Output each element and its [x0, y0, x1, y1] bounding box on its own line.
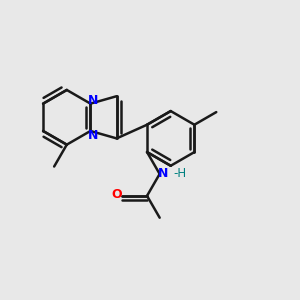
Text: O: O — [111, 188, 122, 201]
Text: N: N — [88, 129, 98, 142]
Text: -H: -H — [173, 167, 186, 181]
Text: N: N — [88, 94, 98, 106]
Text: N: N — [158, 167, 168, 181]
